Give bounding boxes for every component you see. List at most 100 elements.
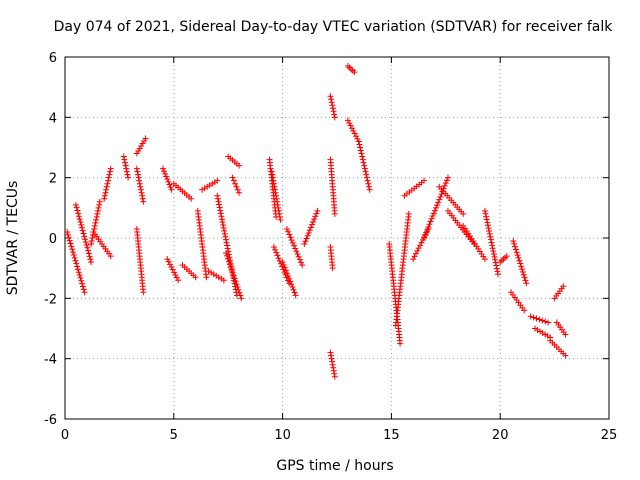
data-point (203, 274, 210, 281)
data-point (272, 246, 279, 253)
chart-title: Day 074 of 2021, Sidereal Day-to-day VTE… (54, 19, 614, 35)
data-point (79, 283, 86, 290)
data-point (169, 266, 176, 273)
data-point (87, 256, 94, 263)
data-point (460, 210, 467, 217)
data-point (236, 289, 243, 296)
data-point (431, 207, 438, 214)
data-point (75, 210, 82, 217)
data-point (233, 183, 240, 190)
data-point (220, 224, 227, 231)
data-point (274, 201, 281, 208)
data-point (357, 147, 364, 154)
data-point (82, 239, 89, 246)
data-point (274, 198, 281, 205)
data-point (223, 250, 230, 257)
data-point (84, 244, 91, 251)
data-point (351, 69, 358, 76)
data-point (71, 254, 78, 261)
data-point (433, 204, 440, 211)
data-point (232, 278, 239, 285)
data-point (490, 248, 497, 255)
y-tick-label: -4 (44, 353, 57, 368)
data-point (430, 210, 437, 217)
data-point (412, 250, 419, 257)
data-point (134, 168, 141, 175)
data-point (356, 141, 363, 148)
data-point (275, 207, 282, 214)
data-point (328, 99, 335, 106)
data-point (85, 250, 92, 257)
data-point (287, 278, 294, 285)
data-point (269, 174, 276, 181)
data-point (165, 258, 172, 265)
data-point (518, 263, 525, 270)
data-points (64, 63, 569, 380)
data-point (301, 241, 308, 248)
data-point (78, 277, 85, 284)
data-point (123, 168, 130, 175)
y-tick-label: 4 (49, 111, 57, 126)
data-point (93, 216, 100, 223)
data-point (298, 259, 305, 266)
data-point (272, 189, 279, 196)
data-point (271, 186, 278, 193)
data-point (72, 257, 79, 264)
data-point (292, 292, 299, 299)
data-point (140, 198, 147, 205)
data-point (331, 114, 338, 121)
data-point (489, 242, 496, 249)
data-point (218, 213, 225, 220)
data-point (165, 178, 172, 185)
data-point (354, 135, 361, 142)
data-point (346, 119, 353, 126)
data-point (330, 364, 337, 371)
data-point (492, 259, 499, 266)
data-point (286, 231, 293, 238)
data-point (513, 249, 520, 256)
data-point (94, 210, 101, 217)
data-point (162, 170, 169, 177)
data-point (299, 262, 306, 269)
data-point (491, 253, 498, 260)
data-point (483, 216, 490, 223)
data-point (288, 281, 295, 288)
data-point (306, 227, 313, 234)
data-point (353, 133, 360, 140)
data-point (275, 255, 282, 262)
data-point (511, 240, 518, 247)
data-point (215, 198, 222, 205)
data-point (411, 253, 418, 260)
data-point (365, 180, 372, 187)
data-point (302, 238, 309, 245)
data-point (166, 261, 173, 268)
data-point (78, 221, 85, 228)
data-point (133, 150, 140, 157)
data-point (80, 286, 87, 293)
data-point (104, 180, 111, 187)
data-point (107, 168, 114, 175)
data-point (94, 207, 101, 214)
data-point (77, 219, 84, 226)
data-point (545, 319, 552, 326)
data-point (229, 269, 236, 276)
data-point (139, 140, 146, 147)
data-point (96, 198, 103, 205)
data-point (331, 373, 338, 380)
data-point (283, 225, 290, 232)
y-tick-label: 6 (49, 51, 57, 66)
data-point (95, 204, 102, 211)
data-point (220, 222, 227, 229)
data-point (214, 192, 221, 199)
data-point (68, 243, 75, 250)
data-point (91, 222, 98, 229)
data-point (233, 281, 240, 288)
y-axis-label: SDTVAR / TECUs (5, 181, 21, 296)
data-point (488, 239, 495, 246)
data-point (161, 168, 168, 175)
data-point (542, 318, 549, 325)
data-point (418, 239, 425, 246)
data-point (511, 243, 518, 250)
data-point (330, 108, 337, 115)
data-point (487, 236, 494, 243)
